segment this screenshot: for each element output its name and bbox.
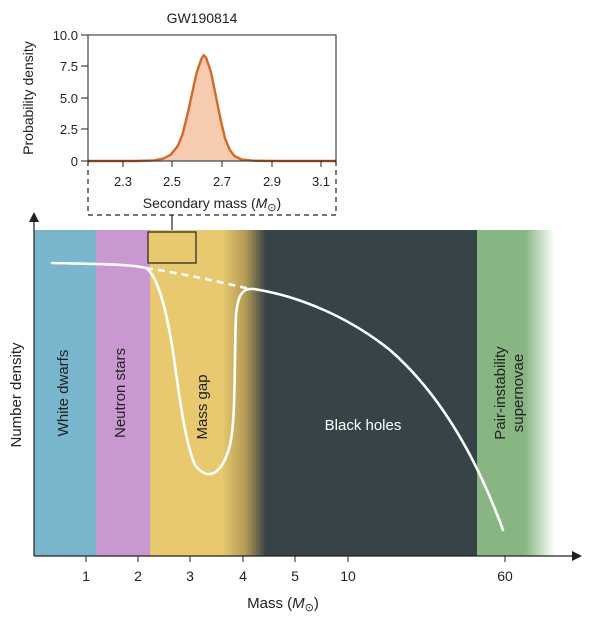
inset-y-tick-label: 2.5 (60, 122, 78, 137)
x-tick-label: 1 (82, 568, 90, 584)
region-label-pair-instability: Pair-instability (492, 346, 509, 440)
region-white-dwarfs (34, 230, 96, 556)
inset-y-tick-label: 0 (71, 154, 78, 169)
inset-plot-frame (87, 34, 337, 162)
inset-x-ticks: 2.3 2.5 2.7 2.9 3.1 (114, 161, 330, 189)
density-fill (135, 55, 277, 162)
inset-x-tick-label: 2.9 (263, 174, 281, 189)
x-tick-label: 4 (239, 568, 247, 584)
inset-y-tick-label: 7.5 (60, 59, 78, 74)
number-density-curve (50, 261, 505, 532)
inset-dashed-frame (87, 161, 337, 216)
inset-y-tick-label: 10.0 (53, 28, 78, 43)
inset-title: GW190814 (167, 10, 238, 26)
region-black-holes (265, 230, 478, 556)
region-label-white-dwarfs: White dwarfs (55, 350, 72, 437)
region-label-mass-gap: Mass gap (194, 374, 211, 439)
region-neutron-stars (96, 230, 151, 556)
x-axis-label: Mass (M⊙) (247, 595, 319, 614)
zoom-box (147, 231, 197, 264)
x-tick-label: 3 (186, 568, 194, 584)
y-axis-arrow (29, 212, 39, 222)
inset-y-tick-label: 5.0 (60, 91, 78, 106)
inset-x-axis-label: Secondary mass (M⊙) (143, 195, 281, 214)
x-axis-arrow (572, 551, 582, 561)
x-ticks: 1 2 3 4 5 10 60 (82, 556, 513, 584)
inset-plot (87, 34, 337, 163)
inset-x-tick-label: 2.3 (114, 174, 132, 189)
x-tick-label: 2 (134, 568, 142, 584)
region-label-neutron-stars: Neutron stars (112, 348, 129, 438)
inset-x-tick-label: 2.5 (163, 174, 181, 189)
x-tick-label: 10 (340, 568, 356, 584)
inset-y-ticks: 10.0 7.5 5.0 2.5 0 (53, 28, 88, 169)
density-line (88, 54, 336, 163)
y-axis-label: Number density (8, 342, 25, 448)
region-pair-instability (477, 230, 555, 556)
interpolated-curve (145, 266, 251, 291)
inset-x-tick-label: 3.1 (312, 174, 330, 189)
inset-chart: GW190814 Probability density 10.0 7.5 5.… (20, 10, 337, 216)
region-label-black-holes: Black holes (325, 417, 402, 434)
main-chart: White dwarfs Neutron stars Mass gap Blac… (8, 212, 582, 614)
region-mass-gap (150, 230, 266, 556)
inset-x-tick-label: 2.7 (213, 174, 231, 189)
region-label-pair-instability-line2: supernovae (510, 354, 527, 432)
x-tick-label: 60 (497, 568, 513, 584)
x-tick-label: 5 (291, 568, 299, 584)
inset-y-axis-label: Probability density (20, 41, 36, 155)
